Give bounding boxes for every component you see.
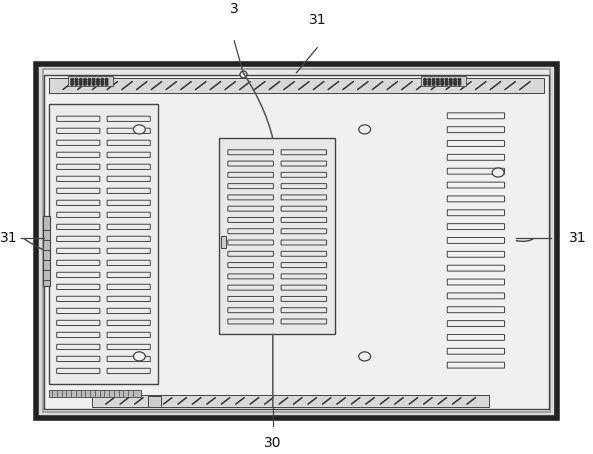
Circle shape — [71, 83, 74, 85]
Text: 30: 30 — [264, 436, 282, 450]
Circle shape — [84, 79, 87, 80]
Circle shape — [106, 81, 108, 83]
Circle shape — [432, 83, 435, 85]
Bar — [219, 138, 335, 334]
Circle shape — [79, 79, 82, 80]
Circle shape — [445, 79, 448, 80]
Circle shape — [88, 79, 91, 80]
Circle shape — [436, 83, 439, 85]
Circle shape — [449, 81, 452, 83]
Circle shape — [93, 79, 95, 80]
Circle shape — [97, 81, 99, 83]
Circle shape — [79, 81, 82, 83]
Circle shape — [133, 352, 145, 361]
Circle shape — [441, 79, 444, 80]
Circle shape — [101, 79, 104, 80]
Circle shape — [423, 83, 426, 85]
Circle shape — [359, 125, 371, 134]
Circle shape — [88, 83, 91, 85]
Text: 31: 31 — [308, 13, 326, 27]
Circle shape — [492, 168, 504, 177]
Bar — [49, 104, 158, 384]
Circle shape — [84, 81, 87, 83]
Circle shape — [454, 79, 457, 80]
Circle shape — [449, 79, 452, 80]
Circle shape — [441, 81, 444, 83]
Circle shape — [75, 79, 78, 80]
Circle shape — [97, 79, 99, 80]
Circle shape — [449, 83, 452, 85]
Circle shape — [106, 83, 108, 85]
Bar — [421, 76, 466, 86]
Bar — [49, 78, 544, 93]
Circle shape — [84, 83, 87, 85]
Circle shape — [75, 83, 78, 85]
Bar — [36, 64, 557, 418]
Circle shape — [101, 83, 104, 85]
Circle shape — [79, 83, 82, 85]
Bar — [68, 76, 113, 86]
Bar — [44, 75, 549, 409]
Circle shape — [75, 81, 78, 83]
Bar — [221, 237, 226, 248]
Bar — [148, 396, 161, 407]
Circle shape — [458, 79, 461, 80]
Circle shape — [97, 83, 99, 85]
Bar — [43, 216, 50, 286]
Circle shape — [458, 83, 461, 85]
Circle shape — [93, 81, 95, 83]
Bar — [92, 395, 489, 407]
Circle shape — [454, 81, 457, 83]
Text: 31: 31 — [0, 232, 18, 245]
Circle shape — [428, 83, 431, 85]
Circle shape — [428, 81, 431, 83]
Circle shape — [428, 79, 431, 80]
Circle shape — [71, 81, 74, 83]
Circle shape — [133, 125, 145, 134]
Circle shape — [432, 79, 435, 80]
Circle shape — [441, 83, 444, 85]
Circle shape — [454, 83, 457, 85]
Circle shape — [445, 81, 448, 83]
Circle shape — [423, 79, 426, 80]
Circle shape — [101, 81, 104, 83]
Text: 3: 3 — [230, 2, 238, 16]
Circle shape — [436, 81, 439, 83]
Circle shape — [436, 79, 439, 80]
Circle shape — [106, 79, 108, 80]
Text: 31: 31 — [569, 232, 587, 245]
Circle shape — [88, 81, 91, 83]
Circle shape — [423, 81, 426, 83]
Circle shape — [93, 83, 95, 85]
Circle shape — [445, 83, 448, 85]
Circle shape — [432, 81, 435, 83]
Bar — [49, 390, 141, 397]
Circle shape — [71, 79, 74, 80]
Circle shape — [359, 352, 371, 361]
Bar — [43, 69, 550, 412]
Circle shape — [458, 81, 461, 83]
